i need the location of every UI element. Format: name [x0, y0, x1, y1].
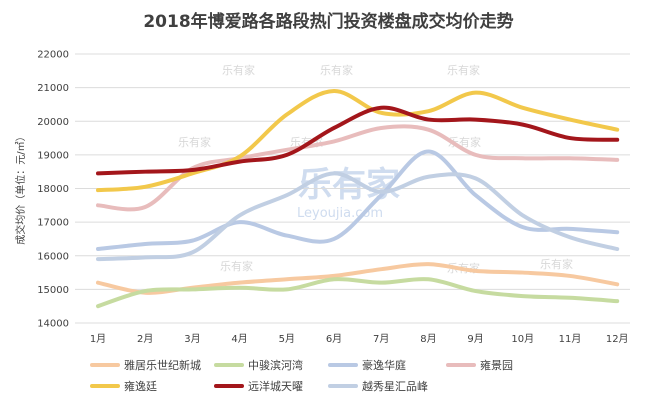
- y-tick-label: 22000: [37, 50, 69, 61]
- x-tick-label: 12月: [606, 333, 629, 345]
- series-line-5: [96, 105, 620, 176]
- x-tick-label: 6月: [326, 333, 342, 345]
- watermark-small: 乐有家: [178, 135, 211, 149]
- y-tick-label: 14000: [37, 319, 69, 330]
- watermark-brand: 乐有家: [298, 165, 400, 205]
- y-tick-label: 15000: [37, 285, 69, 296]
- chart-title: 2018年博爱路各路段热门投资楼盘成交均价走势: [143, 11, 513, 32]
- legend-label: 雅居乐世纪新城: [124, 358, 201, 372]
- watermark-small: 乐有家: [222, 63, 255, 77]
- x-tick-label: 4月: [231, 333, 247, 345]
- series-line-6: [96, 171, 620, 262]
- watermark-small: 乐有家: [447, 63, 480, 77]
- y-tick-label: 16000: [37, 251, 69, 262]
- series-lines: [96, 88, 620, 309]
- x-tick-label: 7月: [373, 333, 389, 345]
- x-tick-label: 1月: [90, 333, 106, 345]
- watermark-small: 乐有家: [320, 63, 353, 77]
- x-tick-label: 9月: [467, 333, 483, 345]
- watermark-small: 乐有家: [220, 259, 253, 273]
- watermark-small: 乐有家: [540, 257, 573, 271]
- y-tick-label: 21000: [37, 83, 69, 94]
- y-tick-label: 18000: [37, 184, 69, 195]
- x-axis: 1月 2月 3月 4月 5月 6月 7月 8月 9月 10月 11月 12月: [90, 333, 629, 345]
- legend-label: 雍逸廷: [124, 379, 157, 393]
- legend-label: 豪逸华庭: [362, 358, 406, 372]
- y-tick-label: 17000: [37, 218, 69, 229]
- legend-label: 越秀星汇品峰: [362, 379, 428, 393]
- y-axis: 14000 15000 16000 17000 18000 19000 20000 21000…: [37, 50, 69, 330]
- watermark: 乐有家 Leyoujia.com 乐有家 乐有家 乐有家 乐有家 乐有家 乐有家…: [178, 63, 573, 275]
- legend-label: 远洋城天曜: [248, 379, 303, 393]
- x-tick-label: 5月: [279, 333, 295, 345]
- x-tick-label: 11月: [559, 333, 582, 345]
- gridlines: [75, 53, 630, 324]
- y-tick-label: 20000: [37, 117, 69, 128]
- legend-label: 雍景园: [480, 358, 513, 372]
- x-tick-label: 8月: [420, 333, 436, 345]
- y-axis-label: 成交均价（单位：元/㎡）: [14, 131, 27, 244]
- y-tick-label: 19000: [37, 150, 69, 161]
- legend-label: 中骏滨河湾: [248, 358, 303, 372]
- series-line-1: [96, 277, 620, 309]
- series-line-4: [96, 88, 620, 193]
- series-line-2: [96, 149, 620, 252]
- x-tick-label: 10月: [511, 333, 534, 345]
- x-tick-label: 3月: [184, 333, 200, 345]
- x-tick-label: 2月: [137, 333, 153, 345]
